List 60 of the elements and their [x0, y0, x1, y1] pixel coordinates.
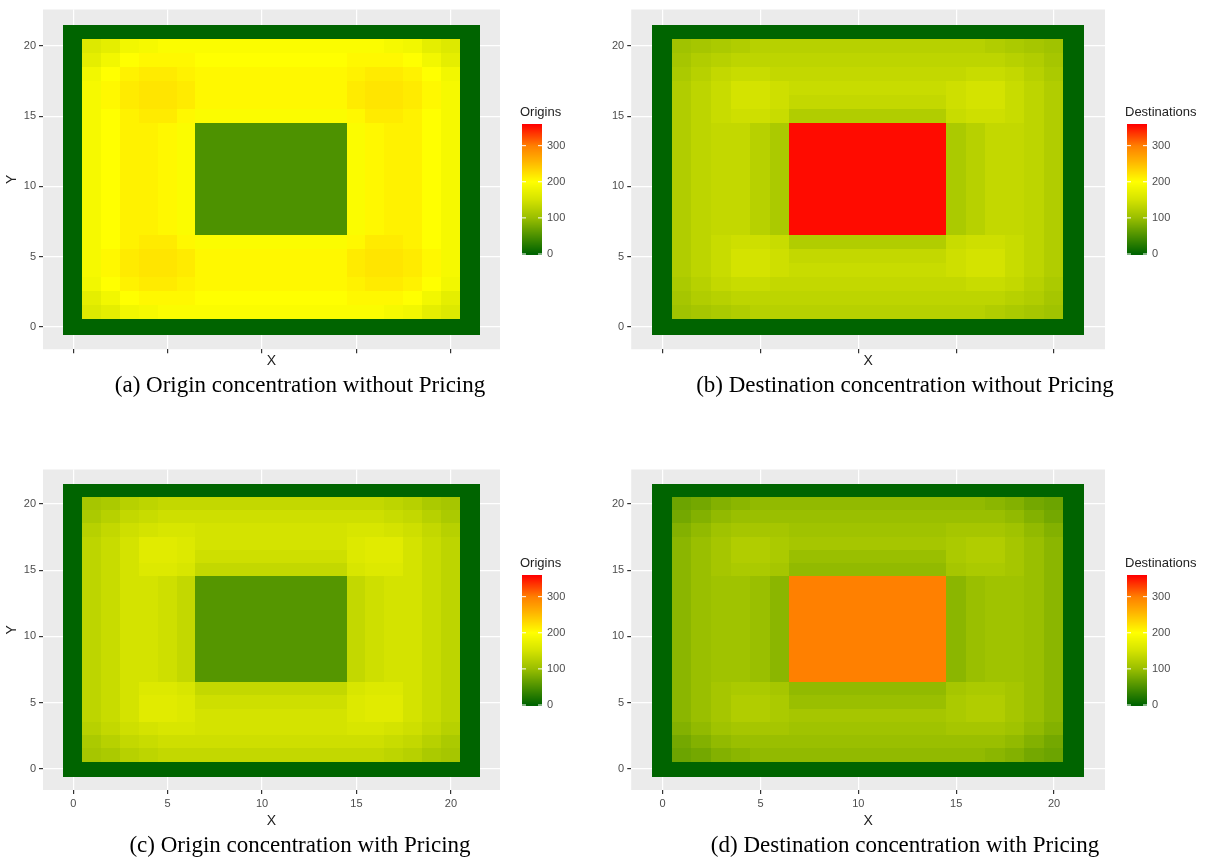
y-tick-label: 10 — [23, 629, 37, 642]
y-tick-label: 15 — [23, 563, 37, 576]
x-tick-label: 15 — [950, 796, 963, 809]
y-tick-label: 20 — [611, 39, 625, 52]
color-bar-title: Origins — [520, 555, 562, 570]
y-tick-label: 20 — [611, 497, 625, 510]
x-tick-label: 10 — [852, 796, 865, 809]
color-bar-label: 0 — [1152, 698, 1159, 711]
y-axis-title: Y — [3, 624, 20, 635]
y-tick-label: 10 — [611, 179, 625, 192]
y-tick-label: 0 — [618, 761, 625, 774]
x-axis-title: X — [266, 352, 277, 369]
text: (a) Origin concentration without Pricing — [113, 372, 487, 398]
text: (b) Destination concentration without Pricing — [695, 372, 1115, 398]
color-bar-label: 200 — [547, 625, 566, 638]
text: (d) Destination concentration with Pricing — [709, 832, 1101, 858]
y-tick-label: 0 — [29, 319, 37, 332]
y-tick-label: 0 — [618, 319, 625, 332]
color-bar-label: 100 — [547, 210, 566, 223]
color-bar-label: 300 — [547, 138, 566, 151]
color-bar-label: 100 — [1152, 210, 1171, 223]
y-tick-label: 5 — [618, 249, 625, 262]
x-axis-title: X — [863, 352, 874, 369]
color-bar-label: 0 — [547, 698, 554, 711]
text: (c) Origin concentration with Pricing — [128, 832, 472, 858]
x-tick-label: 5 — [164, 796, 171, 809]
color-bar-label: 100 — [547, 661, 566, 674]
y-tick-label: 15 — [611, 563, 625, 576]
color-bar-label: 300 — [547, 589, 566, 602]
x-tick-label: 0 — [659, 796, 666, 809]
y-tick-label: 10 — [611, 629, 625, 642]
x-tick-label: 0 — [70, 796, 77, 809]
color-bar-label: 200 — [1152, 174, 1171, 187]
x-tick-label: 20 — [444, 796, 458, 809]
y-tick-label: 0 — [29, 761, 37, 774]
color-bar-label: 0 — [1152, 247, 1159, 260]
x-axis-title: X — [863, 812, 874, 829]
y-tick-label: 5 — [618, 695, 625, 708]
color-bar-label: 200 — [1152, 625, 1171, 638]
color-bar-title: Origins — [520, 104, 562, 119]
x-tick-label: 10 — [255, 796, 269, 809]
color-bar-label: 100 — [1152, 661, 1171, 674]
color-bar-label: 300 — [1152, 138, 1171, 151]
x-tick-label: 20 — [1047, 796, 1061, 809]
y-axis-title: Y — [3, 174, 20, 185]
y-tick-label: 5 — [29, 695, 37, 708]
y-tick-label: 10 — [23, 179, 37, 192]
color-bar-title: Destinations — [1125, 104, 1198, 119]
x-tick-label: 5 — [757, 796, 764, 809]
y-tick-label: 5 — [29, 249, 37, 262]
x-axis-title: X — [266, 812, 277, 829]
color-bar-title: Destinations — [1125, 555, 1198, 570]
x-tick-label: 15 — [350, 796, 363, 809]
y-tick-label: 20 — [23, 497, 37, 510]
y-tick-label: 15 — [23, 109, 37, 122]
color-bar-label: 300 — [1152, 589, 1171, 602]
y-tick-label: 15 — [611, 109, 625, 122]
color-bar-label: 200 — [547, 174, 566, 187]
color-bar-label: 0 — [547, 247, 554, 260]
y-tick-label: 20 — [23, 39, 37, 52]
